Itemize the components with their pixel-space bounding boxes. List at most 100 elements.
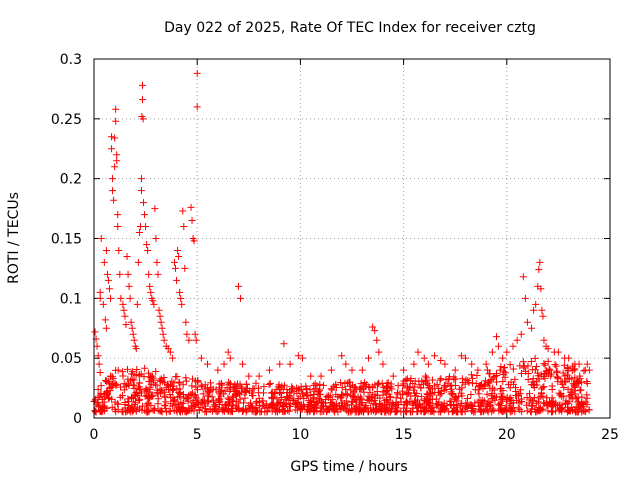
data-point xyxy=(549,397,557,405)
data-point xyxy=(541,361,549,369)
data-point xyxy=(536,405,544,413)
data-point xyxy=(379,360,387,368)
data-point xyxy=(97,407,105,415)
data-point xyxy=(286,360,294,368)
data-point xyxy=(146,282,154,290)
data-point xyxy=(159,330,167,338)
data-point xyxy=(109,175,117,183)
data-point xyxy=(527,357,535,365)
data-point xyxy=(483,390,491,398)
data-point xyxy=(100,403,108,411)
data-point xyxy=(505,402,513,410)
data-point xyxy=(152,367,160,375)
data-point xyxy=(269,402,277,410)
data-point xyxy=(280,381,288,389)
x-tick-label: 5 xyxy=(193,427,202,443)
data-point xyxy=(161,401,169,409)
data-point xyxy=(426,385,434,393)
data-point xyxy=(119,300,127,308)
data-point xyxy=(583,400,591,408)
data-point xyxy=(412,392,420,400)
data-point xyxy=(175,378,183,386)
data-point xyxy=(282,401,290,409)
data-point xyxy=(503,348,511,356)
data-point xyxy=(114,211,122,219)
data-point xyxy=(103,270,111,278)
data-point xyxy=(537,371,545,379)
data-point xyxy=(105,285,113,293)
axis-ticks: 0 5 10 15 20 25 0 0.05 0.1 0.15 0.2 0.25 0.3 xyxy=(51,52,619,443)
data-point xyxy=(179,407,187,415)
data-point xyxy=(293,389,301,397)
data-point xyxy=(553,402,561,410)
data-point xyxy=(199,396,207,404)
data-point xyxy=(204,392,212,400)
data-point xyxy=(97,390,105,398)
grid xyxy=(94,59,610,418)
data-point xyxy=(242,380,250,388)
data-point xyxy=(523,401,531,409)
data-point xyxy=(91,408,99,416)
data-point xyxy=(348,398,356,406)
data-point xyxy=(127,318,135,326)
data-point xyxy=(538,306,546,314)
data-point xyxy=(341,405,349,413)
data-point xyxy=(275,406,283,414)
data-point xyxy=(417,393,425,401)
data-point xyxy=(564,374,572,382)
data-point xyxy=(205,388,213,396)
data-point xyxy=(122,381,130,389)
data-point xyxy=(241,394,249,402)
data-point xyxy=(179,207,187,215)
data-point xyxy=(499,370,507,378)
data-point xyxy=(583,378,591,386)
data-point xyxy=(570,366,578,374)
data-point xyxy=(125,398,133,406)
data-point xyxy=(135,371,143,379)
data-point xyxy=(323,407,331,415)
data-point xyxy=(542,399,550,407)
data-point xyxy=(111,163,119,171)
data-point xyxy=(144,369,152,377)
data-point xyxy=(341,380,349,388)
data-point xyxy=(184,407,192,415)
data-point xyxy=(348,366,356,374)
data-point xyxy=(224,348,232,356)
data-point xyxy=(510,399,518,407)
data-point xyxy=(519,273,527,281)
data-point xyxy=(177,404,185,412)
data-point xyxy=(389,402,397,410)
data-point xyxy=(229,408,237,416)
data-point xyxy=(170,396,178,404)
data-point xyxy=(193,103,201,111)
data-point xyxy=(150,379,158,387)
data-point xyxy=(531,405,539,413)
data-point xyxy=(219,406,227,414)
data-point xyxy=(252,399,260,407)
data-point xyxy=(463,401,471,409)
data-point xyxy=(102,324,110,332)
data-point xyxy=(121,399,129,407)
data-point xyxy=(389,372,397,380)
data-point xyxy=(156,376,164,384)
data-point xyxy=(169,385,177,393)
data-point xyxy=(425,383,433,391)
data-point xyxy=(342,406,350,414)
data-point xyxy=(425,396,433,404)
data-point xyxy=(137,187,145,195)
data-point xyxy=(552,407,560,415)
data-point xyxy=(399,391,407,399)
data-point xyxy=(226,354,234,362)
data-point xyxy=(129,395,137,403)
data-point xyxy=(399,381,407,389)
data-point xyxy=(479,385,487,393)
data-point xyxy=(457,352,465,360)
data-point xyxy=(363,381,371,389)
data-point xyxy=(557,401,565,409)
y-tick-label: 0.2 xyxy=(60,172,82,188)
data-point xyxy=(532,363,540,371)
data-point xyxy=(371,396,379,404)
data-point xyxy=(375,379,383,387)
data-point xyxy=(575,379,583,387)
